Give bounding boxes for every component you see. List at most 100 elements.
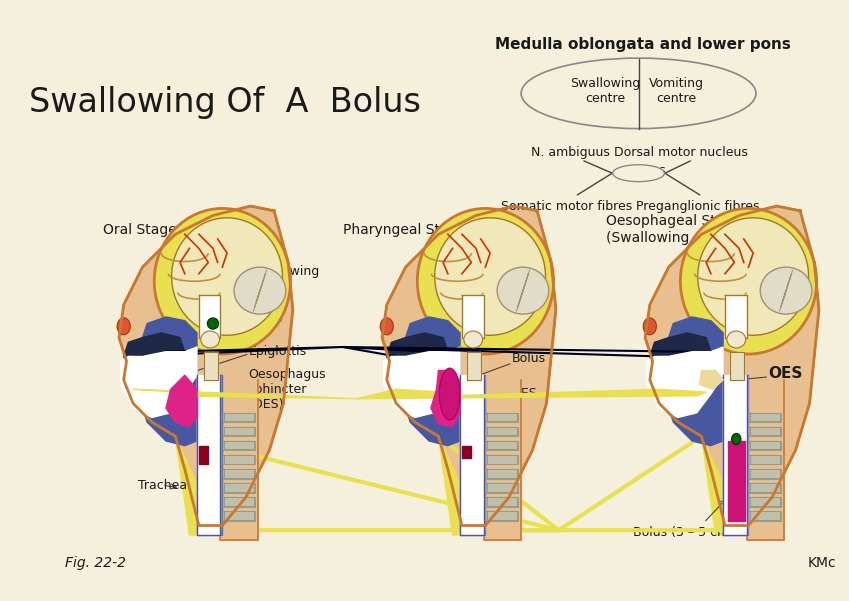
Polygon shape xyxy=(749,497,781,507)
Polygon shape xyxy=(133,389,357,398)
Polygon shape xyxy=(751,511,780,520)
Polygon shape xyxy=(431,370,460,427)
Ellipse shape xyxy=(171,218,283,335)
Polygon shape xyxy=(222,441,256,450)
Text: Swallowing Of  A  Bolus: Swallowing Of A Bolus xyxy=(29,86,421,119)
Text: Oral Stage (Voluntary): Oral Stage (Voluntary) xyxy=(103,222,258,237)
Polygon shape xyxy=(357,389,706,398)
Polygon shape xyxy=(723,375,746,535)
Ellipse shape xyxy=(644,318,656,335)
Polygon shape xyxy=(486,427,518,436)
Polygon shape xyxy=(649,333,711,375)
Polygon shape xyxy=(121,347,197,418)
Polygon shape xyxy=(460,375,486,535)
Text: Bolus (3 – 5 cm s⁻¹): Bolus (3 – 5 cm s⁻¹) xyxy=(633,500,756,538)
Polygon shape xyxy=(486,511,518,521)
Ellipse shape xyxy=(435,218,546,335)
Ellipse shape xyxy=(117,318,130,335)
Text: Oesophagus
sphincter
(OES): Oesophagus sphincter (OES) xyxy=(249,368,326,410)
Polygon shape xyxy=(751,497,780,506)
Polygon shape xyxy=(751,469,780,478)
Polygon shape xyxy=(664,317,723,446)
Polygon shape xyxy=(751,413,780,421)
Polygon shape xyxy=(197,375,222,535)
Polygon shape xyxy=(749,483,781,493)
Text: Epiglottis: Epiglottis xyxy=(249,345,306,358)
Polygon shape xyxy=(224,413,255,421)
Polygon shape xyxy=(357,389,443,398)
Polygon shape xyxy=(751,483,780,492)
Polygon shape xyxy=(224,483,255,492)
Polygon shape xyxy=(401,317,460,446)
Polygon shape xyxy=(199,295,221,338)
Polygon shape xyxy=(384,347,460,418)
Text: Trachea: Trachea xyxy=(138,478,187,492)
Polygon shape xyxy=(176,436,256,535)
Polygon shape xyxy=(222,469,256,478)
Polygon shape xyxy=(387,333,447,375)
Polygon shape xyxy=(487,427,517,435)
Polygon shape xyxy=(486,497,518,507)
Polygon shape xyxy=(487,469,517,478)
Polygon shape xyxy=(224,441,255,450)
Text: Preganglionic fibres: Preganglionic fibres xyxy=(636,200,760,213)
Text: OES: OES xyxy=(768,366,802,381)
Polygon shape xyxy=(484,380,521,540)
Polygon shape xyxy=(749,469,781,478)
Ellipse shape xyxy=(698,218,808,335)
Polygon shape xyxy=(222,497,256,507)
Polygon shape xyxy=(467,352,481,380)
Text: Medulla oblongata and lower pons: Medulla oblongata and lower pons xyxy=(495,37,791,52)
Ellipse shape xyxy=(727,331,745,348)
Polygon shape xyxy=(222,483,256,493)
Polygon shape xyxy=(119,206,293,525)
Polygon shape xyxy=(487,497,517,506)
Polygon shape xyxy=(487,511,517,520)
Polygon shape xyxy=(124,333,185,375)
Polygon shape xyxy=(487,455,517,463)
Ellipse shape xyxy=(440,368,460,420)
Polygon shape xyxy=(224,469,255,478)
Ellipse shape xyxy=(613,165,665,182)
Polygon shape xyxy=(749,427,781,436)
Polygon shape xyxy=(701,436,781,535)
Polygon shape xyxy=(723,375,746,530)
Polygon shape xyxy=(645,206,819,525)
Polygon shape xyxy=(222,427,256,436)
Polygon shape xyxy=(222,455,256,465)
Polygon shape xyxy=(486,483,518,493)
Ellipse shape xyxy=(380,318,393,335)
Ellipse shape xyxy=(732,433,741,445)
Polygon shape xyxy=(725,295,746,338)
Polygon shape xyxy=(138,317,197,446)
Polygon shape xyxy=(197,375,221,530)
Polygon shape xyxy=(487,483,517,492)
Polygon shape xyxy=(486,441,518,450)
Text: Pharyngeal Stage: Pharyngeal Stage xyxy=(343,222,465,237)
Polygon shape xyxy=(700,370,723,389)
Polygon shape xyxy=(462,446,471,458)
Polygon shape xyxy=(749,441,781,450)
Polygon shape xyxy=(728,441,745,521)
Text: Bolus: Bolus xyxy=(512,352,546,365)
Text: OES: OES xyxy=(512,388,537,400)
Polygon shape xyxy=(221,380,258,540)
Polygon shape xyxy=(462,295,484,338)
Ellipse shape xyxy=(200,331,220,348)
Polygon shape xyxy=(222,511,256,521)
Polygon shape xyxy=(486,413,518,422)
Polygon shape xyxy=(751,455,780,463)
Ellipse shape xyxy=(234,267,286,314)
Polygon shape xyxy=(224,511,255,520)
Ellipse shape xyxy=(155,209,290,354)
Ellipse shape xyxy=(760,267,812,314)
Ellipse shape xyxy=(498,267,548,314)
Text: Vagus: Vagus xyxy=(629,164,666,177)
Polygon shape xyxy=(487,441,517,450)
Polygon shape xyxy=(382,206,556,525)
Ellipse shape xyxy=(418,209,554,354)
Polygon shape xyxy=(204,352,217,380)
Polygon shape xyxy=(222,413,256,422)
Polygon shape xyxy=(224,497,255,506)
Polygon shape xyxy=(460,375,484,530)
